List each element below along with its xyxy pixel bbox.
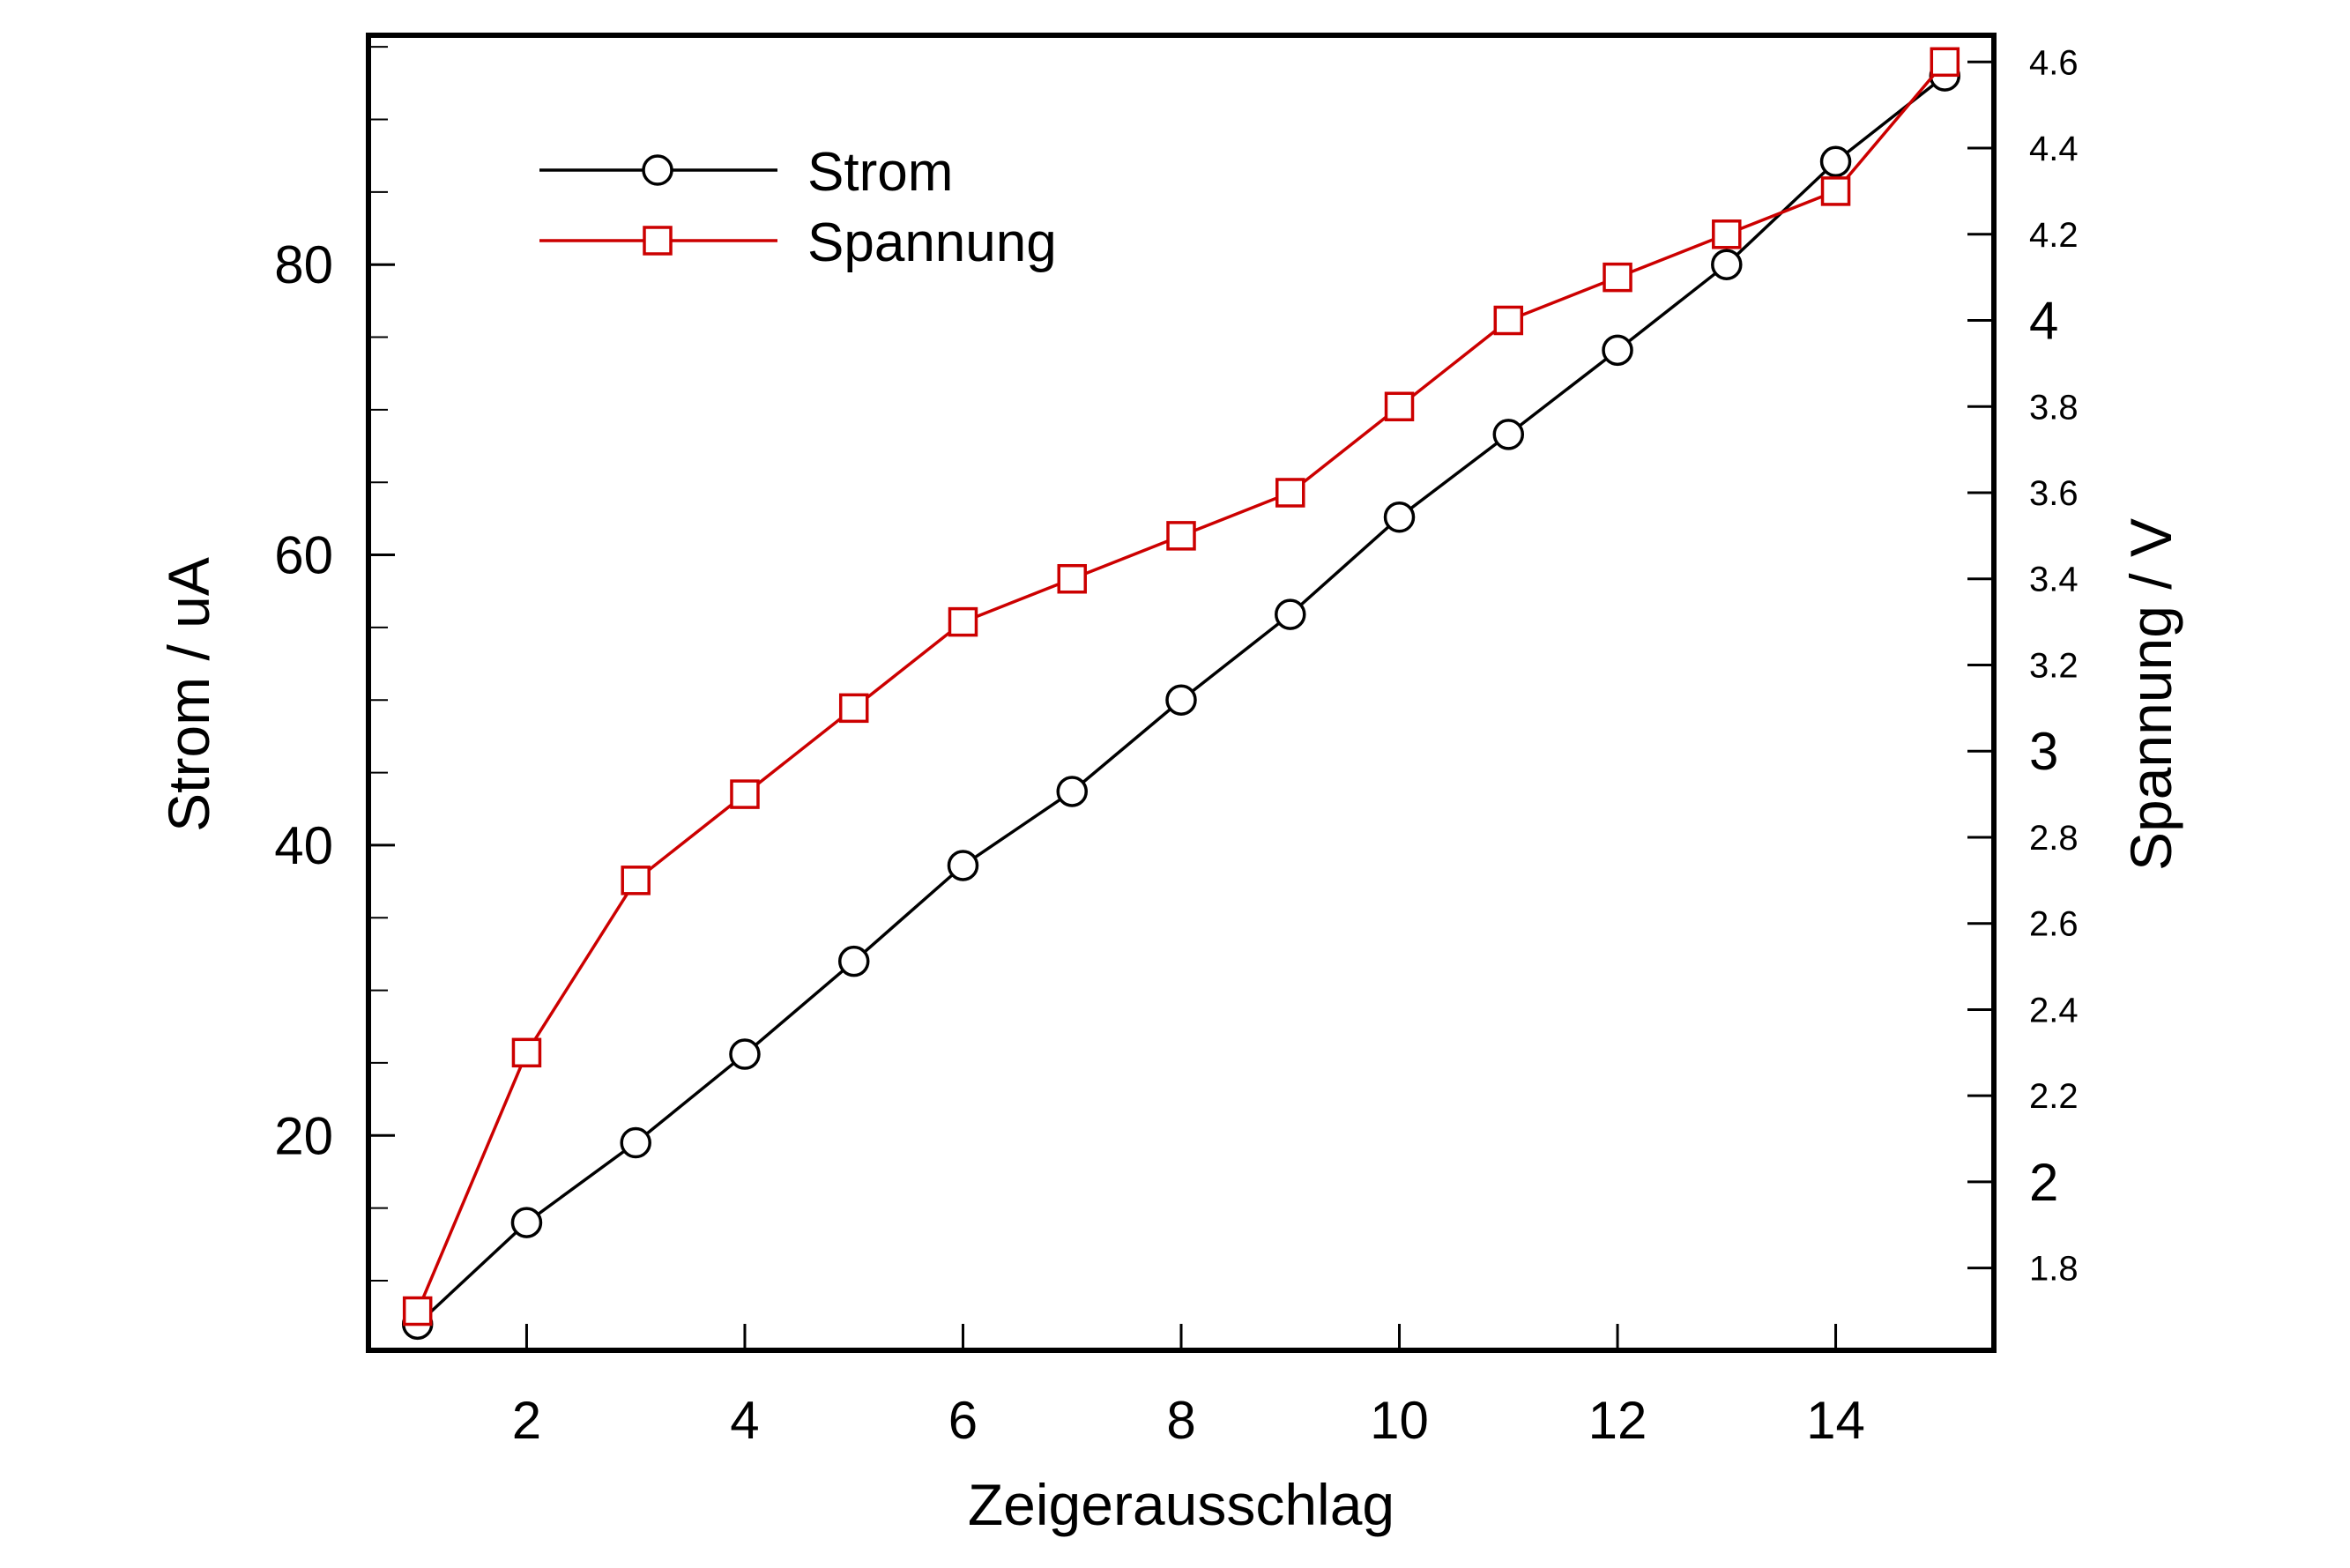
data-point-strom xyxy=(1056,776,1088,807)
data-point-spannung xyxy=(838,693,869,724)
data-point-spannung xyxy=(730,779,760,809)
data-point-spannung xyxy=(948,606,978,637)
data-point-spannung xyxy=(1603,262,1632,293)
data-point-strom xyxy=(837,945,870,977)
y2-tick-label: 1.8 xyxy=(2029,1250,2079,1289)
y2-tick-label: 2.2 xyxy=(2029,1077,2079,1116)
data-point-spannung xyxy=(511,1037,542,1068)
left-axis: 20 40 60 80 xyxy=(274,46,395,1282)
data-point-spannung xyxy=(1384,391,1415,422)
x-tick-label: 6 xyxy=(948,1391,978,1450)
y2-tick-label: 4.6 xyxy=(2029,43,2079,82)
data-point-strom xyxy=(1275,598,1306,630)
y-tick-label: 60 xyxy=(274,526,333,585)
y2-tick-label: 2.6 xyxy=(2029,905,2079,944)
y2-tick-label: 3.2 xyxy=(2029,646,2079,685)
data-point-strom xyxy=(1383,501,1416,533)
data-point-spannung xyxy=(1930,47,1960,78)
y-tick-label: 20 xyxy=(274,1106,333,1165)
data-point-spannung xyxy=(1820,176,1851,206)
x-tick-label: 12 xyxy=(1588,1391,1647,1450)
data-point-strom xyxy=(1711,249,1743,280)
data-point-spannung xyxy=(1493,305,1524,336)
y2-tick-label: 2.8 xyxy=(2029,819,2079,858)
y2-tick-label: 3.8 xyxy=(2029,388,2079,427)
x-tick-label: 14 xyxy=(1806,1391,1865,1450)
y2-tick-label: 3.4 xyxy=(2029,561,2079,599)
x-tick-label: 4 xyxy=(730,1391,759,1450)
y2-tick-label: 4 xyxy=(2029,292,2058,351)
data-point-strom xyxy=(1819,145,1852,178)
data-point-strom xyxy=(620,1126,651,1159)
x-tick-label: 2 xyxy=(512,1391,541,1450)
x-tick-label: 10 xyxy=(1370,1391,1429,1450)
data-point-strom xyxy=(729,1038,761,1070)
legend-label-spannung: Spannung xyxy=(807,212,1057,273)
y2-tick-label: 3 xyxy=(2029,722,2058,781)
legend-marker-spannung xyxy=(643,226,673,256)
right-axis: 1.8 2 2.2 2.4 2.6 2.8 3 3.2 3.4 3.6 3.8 4 4.2 4.4 4.6 xyxy=(1967,43,2079,1289)
data-point-strom xyxy=(947,850,979,881)
y2-tick-label: 4.2 xyxy=(2029,216,2079,255)
y2-tick-label: 2.4 xyxy=(2029,991,2079,1029)
data-point-spannung xyxy=(1057,563,1087,594)
legend-marker-strom xyxy=(642,154,673,186)
y2-axis-title: Spannung / V xyxy=(2118,518,2183,871)
x-axis-title: Zeigerausschlag xyxy=(968,1472,1394,1537)
legend: Strom Spannung xyxy=(539,142,1057,273)
data-point-spannung xyxy=(1166,521,1196,551)
series-layer xyxy=(401,47,1961,1341)
data-point-strom xyxy=(1492,419,1525,450)
y-tick-label: 80 xyxy=(274,235,333,294)
data-point-spannung xyxy=(402,1296,433,1326)
y-tick-label: 40 xyxy=(274,816,333,875)
y-axis-title: Strom / uA xyxy=(156,557,221,832)
x-tick-label: 8 xyxy=(1166,1391,1195,1450)
data-point-spannung xyxy=(1712,219,1742,249)
y2-tick-label: 2 xyxy=(2029,1153,2058,1212)
y2-tick-label: 4.4 xyxy=(2029,130,2079,168)
data-point-strom xyxy=(510,1207,543,1238)
y2-tick-label: 3.6 xyxy=(2029,474,2079,513)
data-point-strom xyxy=(1602,334,1633,367)
bottom-axis: 2 4 6 8 10 12 14 xyxy=(512,1324,1865,1450)
data-point-strom xyxy=(1165,684,1197,716)
data-point-spannung xyxy=(621,866,651,895)
legend-label-strom: Strom xyxy=(807,142,953,203)
data-point-spannung xyxy=(1275,478,1305,508)
